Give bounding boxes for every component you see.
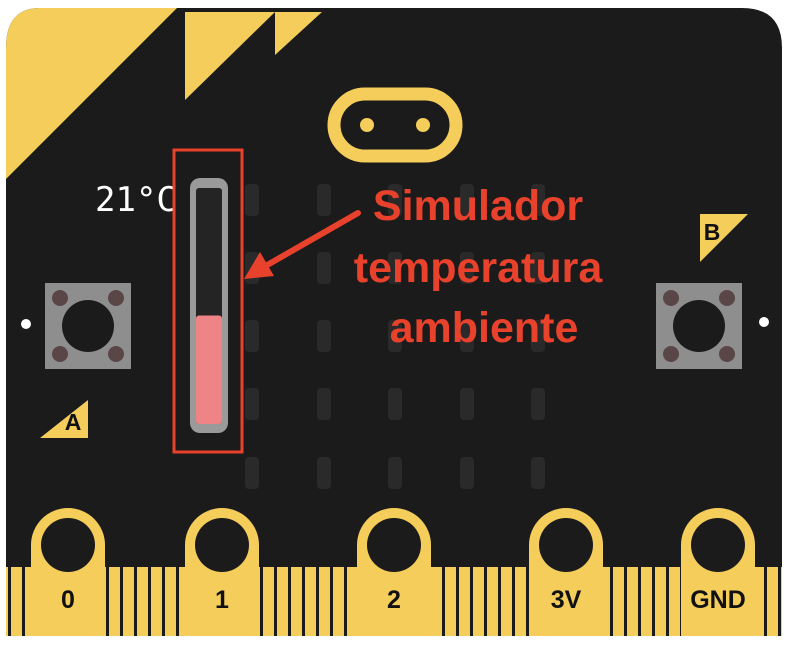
connector-strip [456,567,459,636]
connector-strip [344,567,347,636]
led-r3-c0 [245,388,259,420]
annotation-line-3: ambiente [390,304,579,352]
pin-label: GND [690,586,746,614]
led-r4-c3 [460,457,474,489]
led-r0-c4 [531,184,545,216]
connector-strip [764,567,767,636]
connector-strip [288,567,291,636]
led-r3-c3 [460,388,474,420]
connector-strip [778,567,781,636]
connector-strip [106,567,109,636]
led-r0-c3 [460,184,474,216]
button-a[interactable]: A [21,283,131,438]
led-r1-c3 [460,252,474,284]
connector-strip [176,567,179,636]
led-r4-c2 [388,457,402,489]
temperature-reading: 21°C [95,180,177,220]
connector-strip [666,567,669,636]
led-r2-c2 [388,320,402,352]
connector-strip [120,567,123,636]
led-r4-c0 [245,457,259,489]
pin-3v[interactable]: 3V [529,508,603,640]
button-a-label: A [65,409,82,435]
button-a-marker-icon [40,400,88,438]
led-r4-c4 [531,457,545,489]
connector-strip [316,567,319,636]
pin-0[interactable]: 0 [31,508,105,640]
button-b-marker-icon [700,214,748,262]
led-r0-c2 [388,184,402,216]
button-b-label: B [704,219,721,245]
button-b-cap[interactable] [673,300,725,352]
connector-strip [512,567,515,636]
led-r3-c1 [317,388,331,420]
pin-hole [41,518,95,572]
pin-label: 0 [61,586,75,614]
led-r2-c3 [460,320,474,352]
led-r3-c2 [388,388,402,420]
microbit-logo-icon [327,87,463,163]
annotation-line-1: Simulador [373,182,584,230]
connector-strip [470,567,473,636]
led-r1-c1 [317,252,331,284]
connector-strip [8,567,11,636]
led-r2-c1 [317,320,331,352]
annotation-line-2: temperatura [354,244,604,292]
connector-strip [148,567,151,636]
led-r0-c1 [317,184,331,216]
annotation-highlight-box [172,148,244,454]
connector-strip [526,567,529,636]
pin-1[interactable]: 1 [185,508,259,640]
pin-row: 0 1 2 3V GND [31,508,755,640]
connector-strip [652,567,655,636]
corner-stripe-small [275,12,322,55]
connector-strip [638,567,641,636]
connector-strip [162,567,165,636]
led-r1-c4 [531,252,545,284]
pin-label: 3V [551,586,582,614]
connector-strip [22,567,25,636]
pin-hole [367,518,421,572]
connector-strip [134,567,137,636]
connector-strip [442,567,445,636]
pin-hole [195,518,249,572]
annotation-text: Simulador temperatura ambiente [354,182,614,352]
pin-2[interactable]: 2 [357,508,431,640]
pin-label: 1 [215,586,229,614]
connector-strip [330,567,333,636]
connector-strip [624,567,627,636]
led-r4-c1 [317,457,331,489]
connector-strip [484,567,487,636]
connector-strip [260,567,263,636]
pin-label: 2 [387,586,401,614]
button-a-hole [21,319,31,329]
button-b-hole [759,317,769,327]
button-b[interactable]: B [656,214,769,369]
led-r0-c0 [245,184,259,216]
connector-strip [274,567,277,636]
button-a-cap[interactable] [62,300,114,352]
pin-hole [539,518,593,572]
connector-strip [610,567,613,636]
corner-stripe-mid [185,12,275,100]
led-r3-c4 [531,388,545,420]
corner-stripe-large [6,8,185,185]
led-r2-c0 [245,320,259,352]
annotation-arrow-icon [244,210,361,279]
pin-hole [691,518,745,572]
temperature-slider[interactable] [190,178,228,433]
led-r1-c2 [388,252,402,284]
thermometer-fill[interactable] [196,315,222,424]
led-r2-c4 [531,320,545,352]
pin-gnd[interactable]: GND [681,508,755,640]
connector-strip [302,567,305,636]
connector-strip [498,567,501,636]
